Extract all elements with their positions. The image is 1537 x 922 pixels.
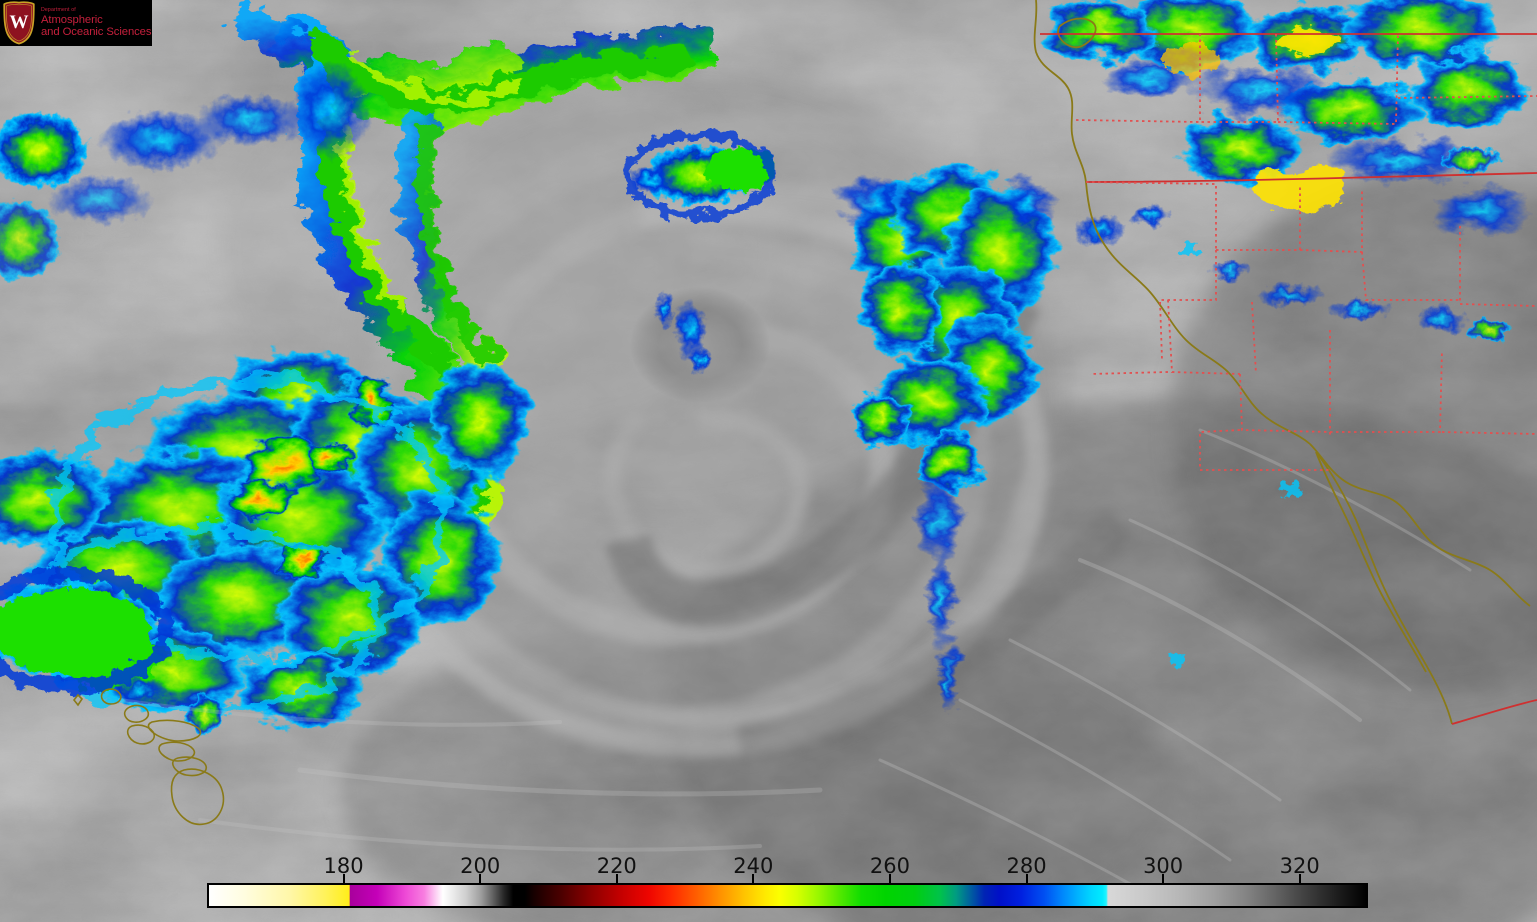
uw-crest-icon: W <box>3 1 35 45</box>
institution-name: Department of Atmospheric and Oceanic Sc… <box>41 6 152 38</box>
hawaii-outline <box>72 688 225 826</box>
international-border <box>1040 33 1537 725</box>
logo-line-2: and Oceanic Sciences <box>41 25 152 38</box>
svg-text:W: W <box>10 12 29 33</box>
coastline <box>1033 0 1531 725</box>
logo-department-line: Department of <box>41 6 76 13</box>
state-borders <box>1075 33 1537 471</box>
institution-logo: W Department of Atmospheric and Oceanic … <box>0 0 152 46</box>
logo-line-1: Atmospheric <box>41 13 103 26</box>
